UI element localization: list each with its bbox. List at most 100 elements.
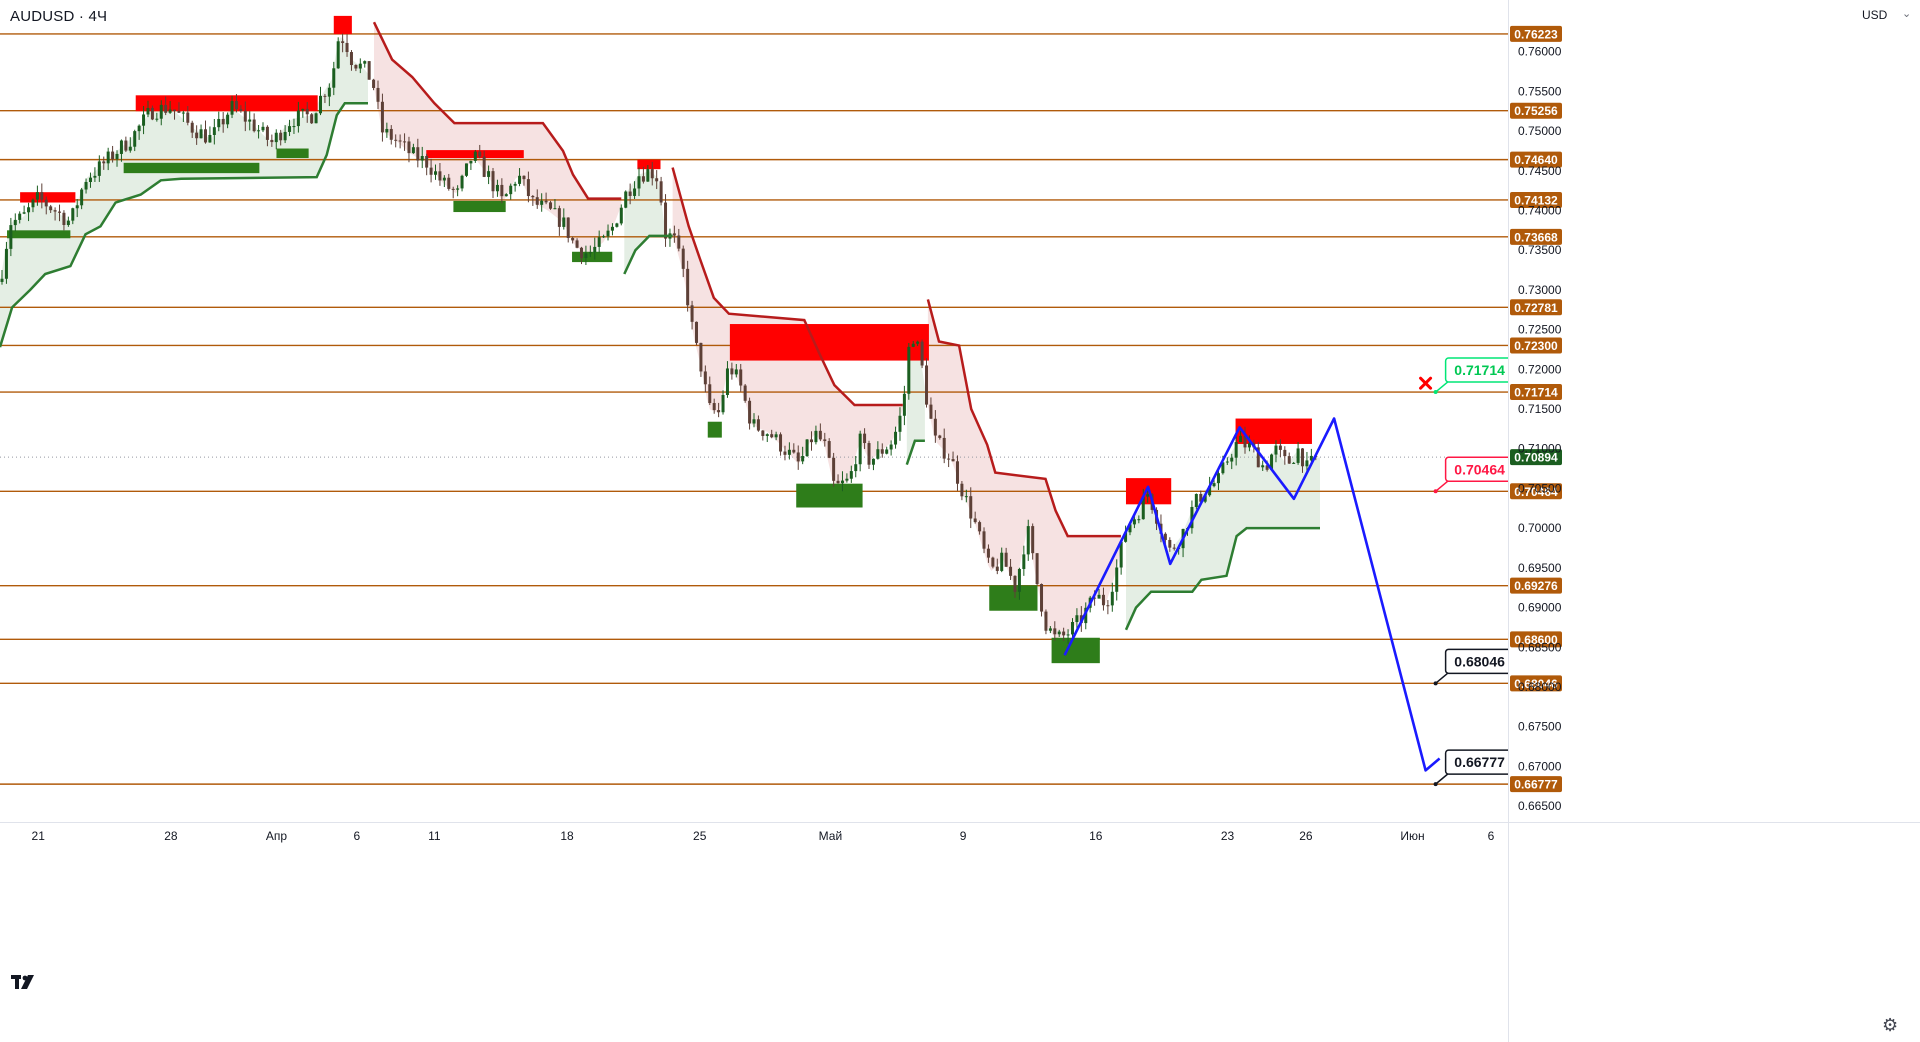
candle-body-259 xyxy=(1146,494,1150,497)
candle-body-277 xyxy=(1225,461,1229,463)
candle-body-201 xyxy=(889,444,893,450)
candle-body-34 xyxy=(150,107,154,120)
candle-body-172 xyxy=(761,430,765,436)
level-tag-label-4: 0.73668 xyxy=(1514,230,1558,244)
candle-body-24 xyxy=(106,151,110,164)
candle-body-224 xyxy=(991,557,995,567)
candle-body-81 xyxy=(358,63,362,69)
candle-body-265 xyxy=(1172,547,1176,549)
candle-body-296 xyxy=(1309,455,1313,461)
candle-body-1 xyxy=(4,248,8,279)
candle-body-131 xyxy=(579,247,583,259)
chevron-down-icon[interactable]: ⌄ xyxy=(1902,8,1912,20)
candle-body-226 xyxy=(1000,552,1004,571)
candle-body-255 xyxy=(1128,524,1132,533)
candle-body-233 xyxy=(1031,526,1035,554)
candles xyxy=(0,33,1318,644)
candle-body-225 xyxy=(995,566,999,571)
y-tick-label-9: 0.71500 xyxy=(1518,402,1562,416)
candle-body-258 xyxy=(1141,496,1145,520)
candle-body-92 xyxy=(407,141,411,154)
candle-body-276 xyxy=(1221,462,1225,474)
candle-body-7 xyxy=(31,199,35,208)
candle-body-53 xyxy=(234,101,238,110)
candle-body-217 xyxy=(960,483,964,497)
candle-body-31 xyxy=(137,125,141,132)
candle-body-101 xyxy=(447,177,451,189)
candle-body-46 xyxy=(203,129,207,143)
level-tag-7 xyxy=(1510,384,1562,401)
demand-zone-15 xyxy=(989,585,1038,611)
candle-body-190 xyxy=(840,480,844,484)
supply-zone-7 xyxy=(1235,418,1312,444)
candle-body-100 xyxy=(442,177,446,181)
candle-body-59 xyxy=(261,126,265,131)
candle-body-48 xyxy=(212,127,216,135)
gear-icon[interactable]: ⚙ xyxy=(1882,1015,1899,1035)
candle-body-221 xyxy=(978,522,982,532)
level-tag-label-12: 0.66777 xyxy=(1514,778,1558,792)
candle-body-20 xyxy=(88,177,92,183)
red-x-mark-icon xyxy=(1419,376,1433,390)
candle-body-222 xyxy=(982,531,986,549)
candle-body-251 xyxy=(1110,591,1114,606)
candle-body-41 xyxy=(181,112,185,114)
candle-body-94 xyxy=(416,147,420,161)
candle-body-167 xyxy=(739,369,743,386)
candle-body-193 xyxy=(854,464,858,472)
candle-body-4 xyxy=(18,213,22,220)
candle-body-290 xyxy=(1283,449,1287,457)
candle-body-0 xyxy=(0,278,4,282)
candle-body-206 xyxy=(911,343,915,347)
candle-body-237 xyxy=(1048,628,1052,631)
candle-body-17 xyxy=(75,205,79,209)
candle-body-285 xyxy=(1261,465,1265,468)
candle-body-230 xyxy=(1017,568,1021,592)
candle-body-205 xyxy=(907,346,911,394)
candle-body-38 xyxy=(168,109,172,113)
candle-body-87 xyxy=(385,128,389,133)
candle-body-170 xyxy=(752,419,756,424)
candle-body-200 xyxy=(885,449,889,454)
level-tag-2 xyxy=(1510,151,1562,168)
candle-body-149 xyxy=(659,181,663,203)
zigzag-forecast xyxy=(1063,417,1441,772)
candle-body-213 xyxy=(942,437,946,459)
trail-down-fill-2 xyxy=(927,299,1121,639)
candle-body-40 xyxy=(177,110,181,113)
supply-demand-zones xyxy=(7,15,1312,664)
candle-body-8 xyxy=(35,192,39,200)
callout-label-3: 0.66777 xyxy=(1454,754,1505,770)
candle-body-253 xyxy=(1119,541,1123,568)
candle-body-248 xyxy=(1097,594,1101,599)
y-tick-label-12: 0.70000 xyxy=(1518,521,1562,535)
candle-body-228 xyxy=(1009,566,1013,576)
candle-body-178 xyxy=(787,449,791,455)
candle-body-62 xyxy=(274,132,278,143)
candle-body-128 xyxy=(566,217,570,238)
currency-selector[interactable]: USD xyxy=(1862,8,1888,22)
candle-body-198 xyxy=(876,449,880,459)
candle-body-188 xyxy=(832,457,836,481)
level-tag-label-7: 0.71714 xyxy=(1514,386,1558,400)
candle-body-35 xyxy=(155,118,159,120)
candle-body-111 xyxy=(491,171,495,192)
candle-body-156 xyxy=(690,305,694,322)
y-tick-label-15: 0.68500 xyxy=(1518,640,1562,654)
y-tick-label-8: 0.72000 xyxy=(1518,362,1562,376)
candle-body-208 xyxy=(920,341,924,366)
candle-body-176 xyxy=(779,434,783,452)
candle-body-215 xyxy=(951,459,955,462)
candle-body-9 xyxy=(40,192,44,200)
candle-body-239 xyxy=(1057,631,1061,635)
level-tag-6 xyxy=(1510,337,1562,354)
candle-body-180 xyxy=(796,452,800,462)
y-tick-label-16: 0.68000 xyxy=(1518,680,1562,694)
level-tag-label-9: 0.69276 xyxy=(1514,579,1558,593)
candle-body-146 xyxy=(646,169,650,182)
y-tick-label-3: 0.74500 xyxy=(1518,164,1562,178)
candle-body-47 xyxy=(208,134,212,143)
y-tick-label-2: 0.75000 xyxy=(1518,124,1562,138)
candle-body-63 xyxy=(279,132,283,141)
